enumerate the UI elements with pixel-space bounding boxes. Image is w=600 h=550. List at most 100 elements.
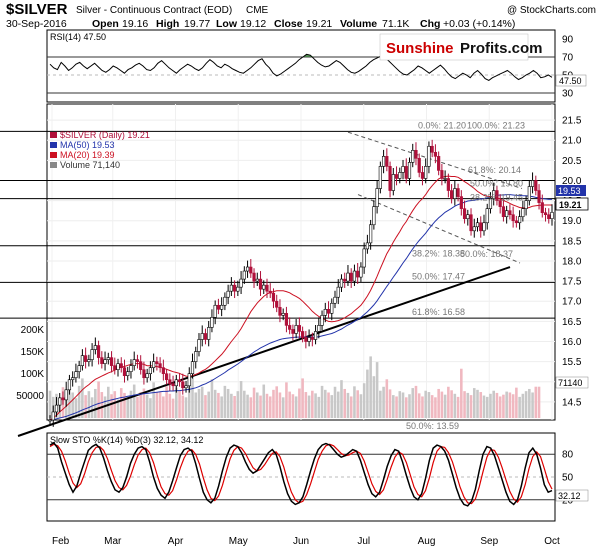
price-bar-body: [129, 365, 133, 372]
price-bar-body: [90, 349, 94, 360]
volume-bar: [359, 394, 363, 418]
volume-bar: [246, 394, 249, 418]
last-price-value: 19.21: [559, 200, 582, 210]
volume-bar: [476, 389, 479, 418]
volume-bar: [191, 376, 194, 418]
volume-tick-label: 200K: [21, 325, 45, 336]
volume-bar: [220, 396, 223, 418]
price-bar-body: [213, 304, 217, 318]
legend-swatch: [50, 162, 57, 168]
volume-bar: [404, 397, 408, 418]
volume-bar: [278, 392, 282, 418]
price-tick-label: 16.5: [562, 317, 582, 328]
support-resistance-lines: [0, 130, 555, 319]
volume-bar: [472, 388, 476, 418]
sunshine-profits-logo: Sunshine Profits.com: [379, 33, 543, 61]
sto-last-value: 32.12: [558, 491, 581, 501]
price-bar-body: [524, 200, 528, 209]
header-low-label: Low: [216, 18, 238, 30]
price-bar-body: [58, 397, 62, 406]
price-tick-label: 17.5: [562, 277, 582, 288]
legend-entry: $SILVER (Daily) 19.21: [60, 130, 150, 140]
price-bar-body: [521, 208, 525, 218]
volume-bar: [450, 390, 453, 418]
price-bar-body: [109, 357, 114, 366]
header-high: 19.77: [184, 18, 210, 30]
price-bar-body: [161, 367, 165, 375]
header-name: Silver - Continuous Contract (EOD): [76, 5, 232, 16]
price-bar-body: [142, 369, 146, 379]
volume-last-tag-box: [555, 376, 589, 389]
volume-bar: [268, 396, 272, 418]
price-bar-body: [275, 300, 279, 308]
volume-bar: [340, 380, 343, 418]
price-bar-body: [518, 216, 522, 224]
price-panel: 50000 100K 150K 200K 0.0%: 21.20 100.0%: 21.…: [0, 103, 589, 437]
price-bar-body: [113, 365, 117, 370]
volume-bar: [285, 382, 288, 418]
volume-bar: [291, 394, 295, 418]
price-bar-body: [336, 286, 340, 298]
volume-bar: [304, 392, 308, 418]
volume-bar: [97, 381, 100, 418]
volume-bar: [453, 393, 457, 418]
volume-last-tag: 71140: [555, 376, 589, 389]
volume-bar: [460, 368, 463, 418]
volume-bar: [194, 392, 198, 418]
price-bar-body: [527, 186, 531, 201]
x-tick-label: Aug: [418, 536, 436, 547]
volume-bar: [87, 391, 91, 418]
rsi-y-axis: 30507090: [562, 35, 574, 100]
volume-tick-label: 50000: [16, 391, 44, 402]
price-bar-body: [67, 379, 72, 391]
volume-last-value: 71140: [558, 378, 582, 388]
price-bar-body: [103, 359, 107, 364]
price-bar-body: [177, 379, 182, 383]
ma50-line: [49, 194, 552, 421]
price-bar-body: [540, 202, 544, 213]
volume-bar: [145, 394, 149, 418]
price-bar-body: [116, 363, 120, 370]
volume-bar: [392, 395, 395, 418]
price-bar-body: [375, 188, 379, 207]
volume-y-axis: 50000 100K 150K 200K: [16, 325, 44, 402]
price-bar-body: [317, 325, 321, 332]
price-bar-body: [122, 367, 127, 377]
price-bar-body: [61, 397, 65, 401]
rsi-tick-label: 70: [562, 53, 574, 64]
volume-bar: [320, 385, 324, 418]
header-date: 30-Sep-2016: [6, 18, 67, 30]
rsi-last-tag: 47.50: [555, 74, 587, 87]
volume-bar: [356, 390, 359, 418]
volume-bar: [116, 399, 120, 418]
legend-entry: MA(20) 19.39: [60, 150, 115, 160]
price-bar-body: [323, 308, 327, 316]
price-bar-body: [51, 411, 55, 421]
price-bar-body: [168, 379, 172, 385]
x-tick-label: Apr: [168, 536, 184, 547]
price-tick-label: 16.0: [562, 337, 582, 348]
header-open: 19.16: [122, 18, 148, 30]
price-bar-body: [485, 208, 489, 224]
volume-bar: [479, 392, 483, 418]
price-bar-body: [356, 270, 360, 278]
volume-bar: [223, 385, 227, 418]
price-bar-body: [417, 158, 421, 173]
price-bar-body: [252, 272, 256, 282]
volume-tick-label: 100K: [21, 369, 45, 380]
volume-bar: [521, 393, 525, 418]
header-low: 19.12: [240, 18, 266, 30]
price-bar-body: [349, 272, 353, 282]
volume-bar: [249, 397, 253, 418]
price-bar-body: [152, 361, 156, 368]
volume-bar: [434, 397, 437, 418]
volume-bar: [353, 386, 356, 418]
price-bar-body: [203, 333, 208, 340]
price-bar-body: [271, 292, 276, 302]
price-bar-body: [411, 149, 415, 163]
price-bar-body: [407, 162, 412, 179]
price-bar-body: [207, 327, 211, 340]
price-bar-body: [534, 180, 538, 191]
price-bar-body: [472, 226, 476, 232]
volume-bar: [301, 378, 304, 418]
